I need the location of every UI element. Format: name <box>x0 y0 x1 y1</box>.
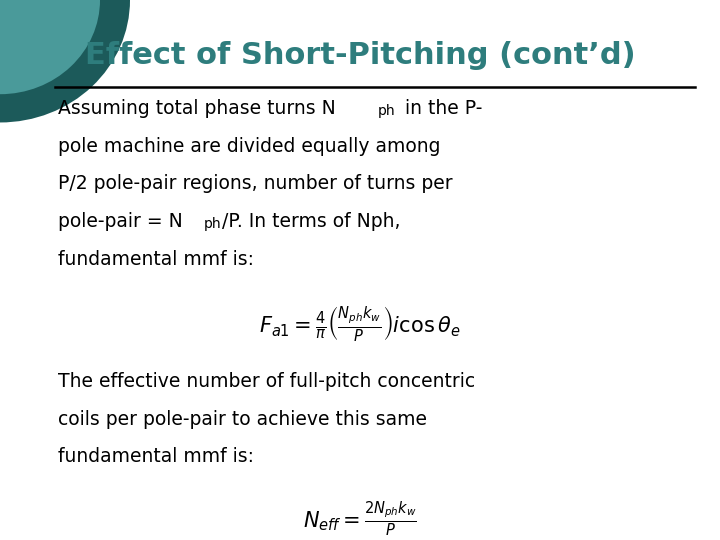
Text: ph: ph <box>378 104 395 118</box>
Text: pole-pair = N: pole-pair = N <box>58 212 183 231</box>
Text: P/2 pole-pair regions, number of turns per: P/2 pole-pair regions, number of turns p… <box>58 174 453 193</box>
Text: fundamental mmf is:: fundamental mmf is: <box>58 448 254 467</box>
Wedge shape <box>0 0 130 123</box>
Text: $F_{a1} = \frac{4}{\pi}\left(\frac{N_{ph}k_w}{P}\right)i\cos\theta_e$: $F_{a1} = \frac{4}{\pi}\left(\frac{N_{ph… <box>259 304 461 343</box>
Text: pole machine are divided equally among: pole machine are divided equally among <box>58 137 441 156</box>
Text: in the P-: in the P- <box>399 99 482 118</box>
Wedge shape <box>0 0 100 94</box>
Text: coils per pole-pair to achieve this same: coils per pole-pair to achieve this same <box>58 410 427 429</box>
Text: $N_{eff} = \frac{2N_{ph}k_w}{P}$: $N_{eff} = \frac{2N_{ph}k_w}{P}$ <box>303 500 417 538</box>
Text: The effective number of full-pitch concentric: The effective number of full-pitch conce… <box>58 372 475 391</box>
Text: fundamental mmf is:: fundamental mmf is: <box>58 249 254 268</box>
Text: Assuming total phase turns N: Assuming total phase turns N <box>58 99 336 118</box>
Text: /P. In terms of Nph,: /P. In terms of Nph, <box>222 212 400 231</box>
Text: Effect of Short-Pitching (cont’d): Effect of Short-Pitching (cont’d) <box>85 40 635 70</box>
Text: ph: ph <box>204 217 222 231</box>
